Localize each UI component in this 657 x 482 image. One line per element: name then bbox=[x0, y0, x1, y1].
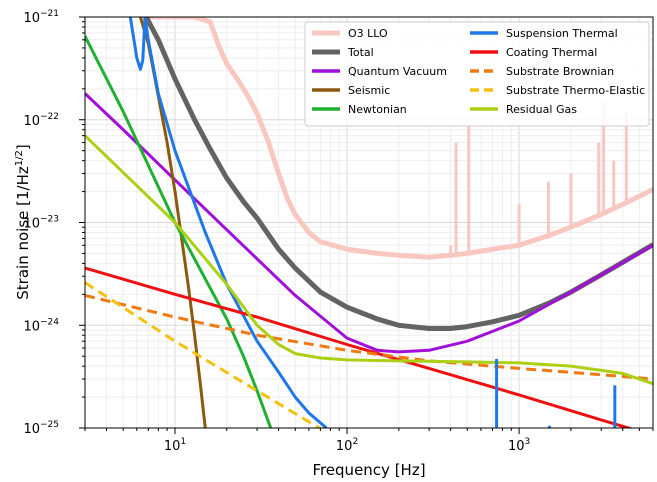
y-tick-label: 10−24 bbox=[23, 317, 59, 334]
legend-label-coating-thermal: Coating Thermal bbox=[506, 46, 597, 59]
x-tick-label-exponent: 1 bbox=[180, 437, 186, 447]
y-tick-label-exponent: −21 bbox=[40, 9, 59, 19]
y-axis-label-exponent: 1/2 bbox=[14, 150, 25, 166]
y-tick-label-exponent: −25 bbox=[40, 420, 59, 430]
series-line-substrate-brownian bbox=[85, 293, 653, 381]
legend-label-total: Total bbox=[347, 46, 374, 59]
legend-label-o3-llo: O3 LLO bbox=[348, 27, 388, 40]
series-line-quantum-vacuum bbox=[85, 92, 653, 354]
series-line-o3-llo bbox=[142, 17, 653, 260]
series-line-residual-gas bbox=[85, 134, 653, 386]
y-tick-label-base: 10 bbox=[23, 319, 40, 334]
x-tick-label: 102 bbox=[336, 437, 358, 454]
y-tick-label-base: 10 bbox=[23, 114, 40, 129]
y-tick-label-base: 10 bbox=[23, 11, 40, 26]
legend-box bbox=[304, 21, 650, 127]
y-tick-label: 10−25 bbox=[23, 420, 59, 437]
x-tick-label-base: 10 bbox=[336, 439, 353, 454]
y-axis-label-main: Strain noise [1/Hz bbox=[14, 166, 32, 300]
x-tick-label: 103 bbox=[508, 437, 530, 454]
curves bbox=[85, 17, 653, 428]
y-axis-label: Strain noise [1/Hz1/2] bbox=[14, 144, 32, 299]
legend-label-substrate-thermo-elastic: Substrate Thermo-Elastic bbox=[506, 84, 645, 97]
y-tick-label: 10−22 bbox=[23, 112, 59, 129]
series-line-newtonian bbox=[85, 35, 273, 428]
series-line-substrate-thermo-elastic bbox=[85, 281, 323, 428]
y-tick-label: 10−23 bbox=[23, 215, 59, 232]
x-axis-label: Frequency [Hz] bbox=[312, 461, 425, 479]
y-tick-label-exponent: −23 bbox=[40, 215, 59, 225]
y-axis-label-end: ] bbox=[14, 144, 32, 150]
x-tick-label-base: 10 bbox=[164, 439, 181, 454]
y-tick-label-base: 10 bbox=[23, 217, 40, 232]
y-tick-label-exponent: −24 bbox=[40, 317, 59, 327]
legend-label-residual-gas: Residual Gas bbox=[506, 103, 577, 116]
x-tick-label: 101 bbox=[164, 437, 186, 454]
x-tick-label-base: 10 bbox=[508, 439, 525, 454]
x-tick-label-exponent: 3 bbox=[525, 437, 531, 447]
x-tick-label-exponent: 2 bbox=[352, 437, 358, 447]
series-line-suspension-thermal bbox=[128, 17, 328, 428]
legend-label-quantum-vacuum: Quantum Vacuum bbox=[348, 65, 447, 78]
legend-label-newtonian: Newtonian bbox=[348, 103, 407, 116]
y-tick-label-base: 10 bbox=[23, 422, 40, 437]
legend-label-seismic: Seismic bbox=[348, 84, 390, 97]
legend-label-suspension-thermal: Suspension Thermal bbox=[506, 27, 618, 40]
legend-label-substrate-brownian: Substrate Brownian bbox=[506, 65, 614, 78]
y-tick-label: 10−21 bbox=[23, 9, 59, 26]
legend: O3 LLO Total Quantum Vacuum Seismic Newtonia… bbox=[304, 21, 650, 127]
y-tick-label-exponent: −22 bbox=[40, 112, 59, 122]
